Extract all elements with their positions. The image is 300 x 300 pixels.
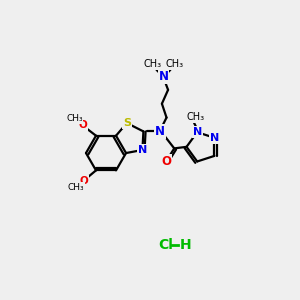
- Text: N: N: [210, 133, 219, 143]
- Text: N: N: [155, 125, 165, 138]
- Text: CH₃: CH₃: [187, 112, 205, 122]
- Text: O: O: [79, 120, 87, 130]
- Text: N: N: [138, 145, 147, 155]
- Text: N: N: [158, 70, 169, 83]
- Text: CH₃: CH₃: [144, 59, 162, 69]
- Text: CH₃: CH₃: [68, 183, 84, 192]
- Text: CH₃: CH₃: [165, 59, 183, 69]
- Text: S: S: [123, 118, 131, 128]
- Text: H: H: [179, 238, 191, 252]
- Text: N: N: [193, 127, 202, 137]
- Text: O: O: [79, 176, 88, 186]
- Text: CH₃: CH₃: [66, 114, 83, 123]
- Text: O: O: [161, 155, 172, 168]
- Text: Cl: Cl: [158, 238, 173, 252]
